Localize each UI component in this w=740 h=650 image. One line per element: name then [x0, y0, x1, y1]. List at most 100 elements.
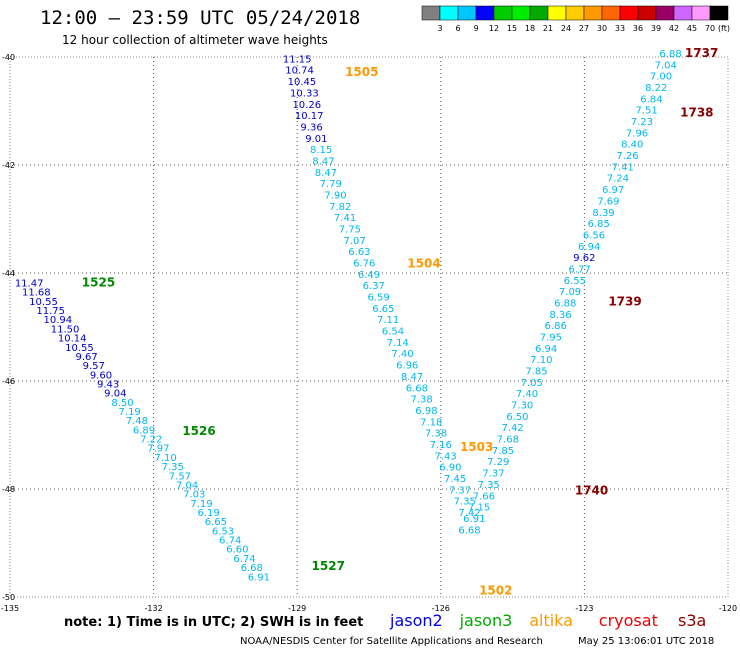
color-swatch	[619, 5, 639, 21]
y-tick-label: -48	[2, 485, 15, 494]
swh-value-jason3: 9.04	[104, 389, 126, 400]
color-scale-label: 15	[507, 24, 517, 33]
swh-value-altika: 8.47	[401, 372, 423, 383]
chart-subtitle: 12 hour collection of altimeter wave hei…	[62, 33, 328, 47]
swh-value-altika: 6.49	[358, 270, 380, 281]
swh-value-jason3: 9.60	[90, 370, 112, 381]
swh-value-jason3: 11.50	[51, 324, 80, 335]
swh-value-jason3: 11.75	[36, 306, 65, 317]
swh-value-jason3: 6.91	[248, 572, 270, 583]
swh-value-altika: 7.41	[334, 213, 356, 224]
swh-value-altika: 11.15	[283, 54, 312, 65]
swh-value-s3a: 7.51	[635, 106, 657, 117]
x-tick-label: -135	[1, 604, 19, 613]
swh-value-altika: 7.18	[420, 417, 442, 428]
pass-number: 1502	[479, 583, 512, 597]
swh-value-jason3: 6.19	[198, 508, 220, 519]
swh-value-s3a: 7.05	[521, 378, 543, 389]
satellite-legend-s3a: s3a	[678, 611, 706, 630]
color-swatch	[493, 5, 513, 21]
swh-value-jason3: 11.68	[22, 288, 51, 299]
swh-value-jason3: 7.57	[169, 471, 191, 482]
color-swatch	[547, 5, 567, 21]
swh-value-altika: 7.40	[391, 349, 413, 360]
chart-title: 12:00 – 23:59 UTC 05/24/2018	[40, 7, 360, 29]
swh-value-jason3: 7.48	[126, 416, 148, 427]
satellite-legend-altika: altika	[529, 611, 573, 630]
swh-value-altika: 7.42	[458, 508, 480, 519]
color-scale-label: 6	[455, 24, 460, 33]
swh-value-s3a: 9.62	[573, 253, 595, 264]
swh-value-s3a: 7.15	[468, 503, 490, 514]
swh-value-s3a: 7.26	[616, 151, 638, 162]
pass-number: 1738	[680, 105, 713, 119]
color-scale-label: 39	[651, 24, 661, 33]
satellite-legend-jason2: jason2	[389, 611, 443, 630]
swh-value-s3a: 8.39	[592, 208, 614, 219]
swh-value-jason3: 9.43	[97, 379, 119, 390]
x-tick-label: -120	[719, 604, 737, 613]
color-swatch	[637, 5, 657, 21]
color-swatch	[439, 5, 459, 21]
color-swatch	[475, 5, 495, 21]
color-scale-label: 3	[437, 24, 442, 33]
swh-value-jason3: 6.53	[212, 526, 234, 537]
pass-number: 1527	[312, 559, 345, 573]
pass-number-labels: 1525 1526 1527 1505 1504 1503 1502 1737 1738 1739…	[82, 46, 719, 597]
pass-number: 1504	[407, 257, 440, 271]
color-scale-label: 33	[615, 24, 625, 33]
pass-number: 1525	[82, 276, 115, 290]
swh-value-s3a: 7.30	[511, 401, 533, 412]
swh-value-s3a: 7.85	[525, 367, 547, 378]
swh-value-s3a: 8.40	[621, 140, 643, 151]
swh-value-altika: 6.76	[353, 259, 375, 270]
y-tick-label: -42	[2, 161, 15, 170]
swh-data-points: 11.4711.6810.5511.7510.9411.5010.1410.55…	[15, 49, 682, 583]
color-swatch	[655, 5, 675, 21]
swh-value-altika: 6.63	[348, 247, 370, 258]
pass-number: 1739	[608, 294, 641, 308]
swh-value-jason3: 9.57	[83, 361, 105, 372]
swh-value-s3a: 6.85	[588, 219, 610, 230]
color-scale-label: 24	[561, 24, 571, 33]
x-tick-label: -132	[145, 604, 163, 613]
swh-value-altika: 7.45	[444, 474, 466, 485]
swh-value-jason3: 9.67	[75, 352, 97, 363]
satellite-legend-cryosat: cryosat	[599, 611, 658, 630]
swh-value-s3a: 7.68	[497, 435, 519, 446]
swh-value-s3a: 7.00	[650, 72, 672, 83]
swh-value-jason3: 7.19	[119, 407, 141, 418]
swh-value-altika: 7.14	[387, 338, 409, 349]
swh-value-s3a: 8.22	[645, 83, 667, 94]
swh-value-s3a: 7.85	[492, 446, 514, 457]
swh-value-altika: 7.79	[320, 179, 342, 190]
swh-value-altika: 6.59	[367, 293, 389, 304]
swh-value-altika: 10.17	[295, 111, 324, 122]
swh-value-jason3: 6.65	[205, 517, 227, 528]
swh-value-s3a: 7.23	[631, 117, 653, 128]
swh-value-s3a: 7.96	[626, 128, 648, 139]
swh-value-altika: 8.47	[315, 168, 337, 179]
swh-value-altika: 6.96	[396, 361, 418, 372]
swh-value-altika: 9.01	[305, 134, 327, 145]
swh-value-s3a: 7.95	[540, 333, 562, 344]
pass-number: 1526	[182, 424, 215, 438]
x-tick-label: -126	[432, 604, 450, 613]
color-swatch	[601, 5, 621, 21]
swh-value-s3a: 7.41	[612, 162, 634, 173]
swh-value-altika: 7.37	[449, 485, 471, 496]
satellite-legend: jason2 jason3 altika cryosat s3a	[389, 611, 706, 630]
y-tick-label: -44	[2, 269, 15, 278]
color-swatch	[691, 5, 711, 21]
swh-value-s3a: 7.40	[516, 389, 538, 400]
swh-value-s3a: 7.10	[530, 355, 552, 366]
lat-lon-grid	[10, 57, 728, 597]
color-scale-label: 45	[687, 24, 697, 33]
color-swatch	[565, 5, 585, 21]
swh-value-altika: 6.98	[415, 406, 437, 417]
swh-value-altika: 7.38	[411, 395, 433, 406]
swh-value-jason3: 7.19	[190, 499, 212, 510]
swh-value-altika: 10.45	[288, 77, 317, 88]
swh-value-s3a: 6.68	[458, 525, 480, 536]
swh-value-jason3: 7.03	[183, 490, 205, 501]
